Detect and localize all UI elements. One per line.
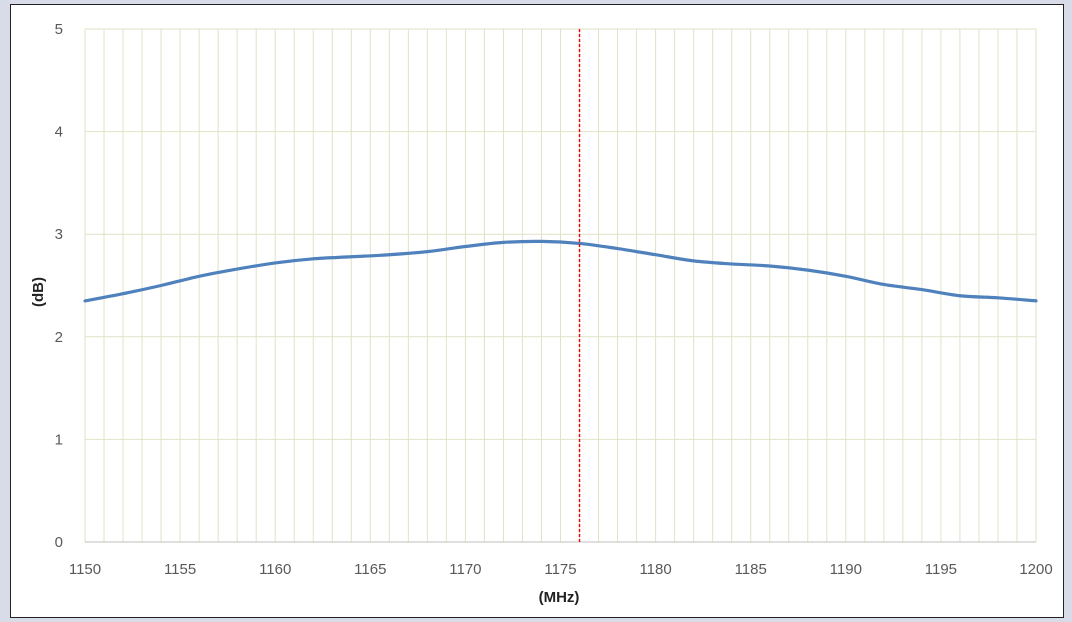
series-line <box>83 239 1038 303</box>
x-tick-labels: 1150 1155 1160 1165 1170 1175 1180 1185 1190 1195… <box>69 561 1053 578</box>
x-tick-label: 1180 <box>639 561 671 578</box>
y-tick-label: 1 <box>55 431 63 448</box>
x-tick-label: 1155 <box>164 561 196 578</box>
x-tick-label: 1165 <box>354 561 386 578</box>
y-tick-labels: 0 1 2 3 4 5 <box>55 21 63 551</box>
chart-frame: 1150 1155 1160 1165 1170 1175 1180 1185 1190 1195… <box>10 4 1064 618</box>
series-group <box>83 239 1038 303</box>
x-tick-label: 1190 <box>830 561 862 578</box>
x-tick-label: 1195 <box>925 561 957 578</box>
x-tick-label: 1200 <box>1019 561 1052 578</box>
y-tick-label: 2 <box>55 329 63 346</box>
line-chart: 1150 1155 1160 1165 1170 1175 1180 1185 1190 1195… <box>30 21 1053 606</box>
x-tick-label: 1185 <box>735 561 767 578</box>
y-tick-label: 4 <box>55 124 63 141</box>
minor-gridlines <box>84 29 1037 542</box>
x-axis-title: (MHz) <box>539 589 580 606</box>
x-tick-label: 1175 <box>544 561 576 578</box>
x-tick-label: 1160 <box>259 561 291 578</box>
y-tick-label: 3 <box>55 226 63 243</box>
x-tick-label: 1170 <box>449 561 481 578</box>
y-axis-title: (dB) <box>30 277 47 307</box>
x-tick-label: 1150 <box>69 561 101 578</box>
y-tick-label: 0 <box>55 534 63 551</box>
y-tick-label: 5 <box>55 21 63 38</box>
major-gridlines <box>85 28 1036 543</box>
